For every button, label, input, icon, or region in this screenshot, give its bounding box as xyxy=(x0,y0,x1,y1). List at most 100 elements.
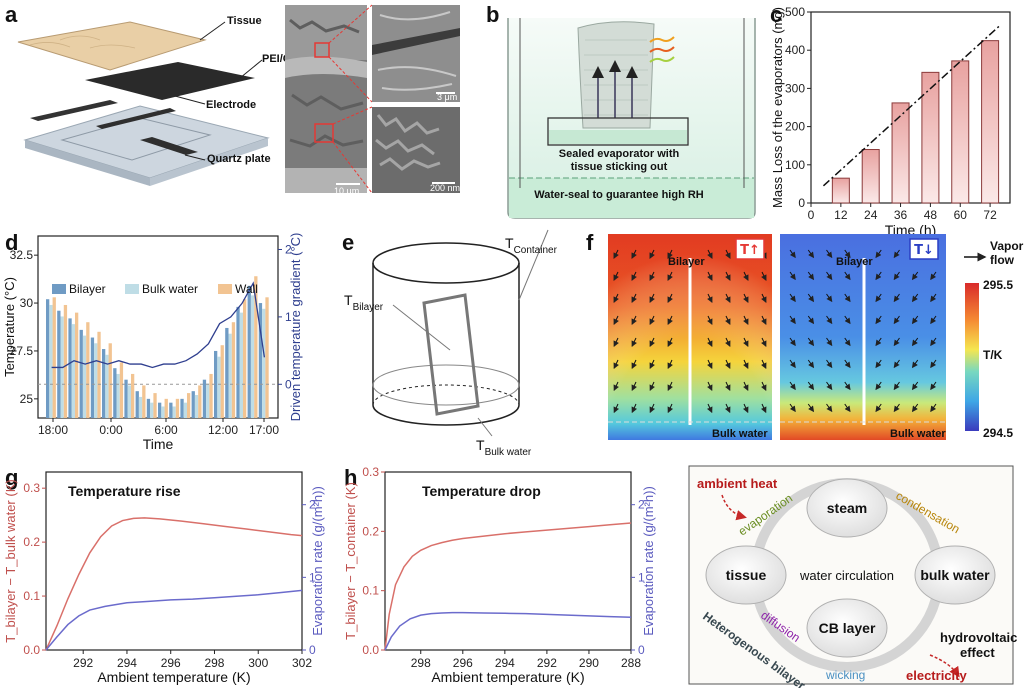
chart-h-series-left xyxy=(384,522,632,651)
vapor-arrow xyxy=(761,293,767,303)
label-water-circulation: water circulation xyxy=(799,568,894,583)
chart-h-y2tick-label: 0 xyxy=(638,643,645,657)
vapor-arrow xyxy=(789,315,796,325)
vapor-arrow xyxy=(789,403,796,413)
chart-d-bar xyxy=(172,406,176,418)
badge-up-text: T↑ xyxy=(740,243,760,258)
chart-d-ytick-label: 30 xyxy=(20,296,34,310)
chart-d-bar xyxy=(254,276,258,418)
vapor-arrow xyxy=(725,315,731,326)
chart-h-xtick-label: 290 xyxy=(579,656,599,670)
vapor-arrow xyxy=(725,271,731,281)
chart-d-bar xyxy=(52,297,56,418)
vapor-arrow xyxy=(807,315,815,325)
chart-d-bar xyxy=(250,295,255,418)
label-vapor: Vapor xyxy=(990,239,1024,253)
label-hydrovoltaic: hydrovoltaic xyxy=(940,630,1017,645)
chart-d-bar xyxy=(97,331,101,418)
vapor-arrow xyxy=(911,293,919,303)
vapor-arrow xyxy=(631,293,637,303)
container-top-ellipse xyxy=(372,242,520,284)
electrode-illustration xyxy=(30,100,118,121)
chart-h-ytick-label: 0.0 xyxy=(362,643,379,657)
panel-i: i steam tissue bulk water CB layer water… xyxy=(688,464,1017,688)
vapor-arrow xyxy=(826,293,833,303)
vapor-arrow xyxy=(724,359,731,370)
chart-g-series-left xyxy=(45,517,303,651)
label-effect: effect xyxy=(960,645,995,660)
chart-d-bar xyxy=(127,385,131,418)
chart-g-ytick-label: 0.1 xyxy=(23,589,40,603)
chart-d-bar xyxy=(198,385,202,418)
chart-d-y2tick-label: 2 xyxy=(285,242,292,256)
vapor-arrow xyxy=(807,359,815,369)
vapor-arrow xyxy=(930,359,937,369)
chart-d-legend-label: Wall xyxy=(235,282,258,296)
vapor-arrow xyxy=(807,337,815,347)
vapor-arrow xyxy=(789,381,796,391)
label-sealed-evaporator: Sealed evaporator with xyxy=(559,148,680,160)
vapor-arrow xyxy=(789,293,796,303)
label-bilayer-drop: Bilayer xyxy=(836,256,873,268)
chart-g-y2tick-label: 2 xyxy=(309,498,316,512)
panel-label-b: b xyxy=(486,2,499,27)
chart-d-legend-label: Bilayer xyxy=(69,282,106,296)
badge-temperature-rise xyxy=(735,238,765,260)
panel-label-f: f xyxy=(586,230,594,255)
vapor-arrow xyxy=(742,403,749,414)
chart-d-bar xyxy=(206,383,210,418)
chart-c-xtick-label: 12 xyxy=(834,208,848,222)
panel-f: f Bilayer Bilayer Bulk water Bulk water … xyxy=(586,230,1024,440)
vapor-arrow xyxy=(844,271,851,281)
vapor-arrow xyxy=(649,271,655,281)
vapor-arrow xyxy=(875,293,882,303)
chart-d-bar xyxy=(220,345,224,418)
chart-d-bar xyxy=(49,304,53,418)
vapor-arrow xyxy=(844,337,851,347)
chart-c-ytick-label: 100 xyxy=(785,158,805,172)
chart-c-ytick-label: 200 xyxy=(785,120,805,134)
vapor-arrow xyxy=(844,293,851,303)
vapor-arrow xyxy=(743,315,749,326)
vapor-arrow xyxy=(844,381,851,391)
vapor-arrow xyxy=(613,337,619,348)
vapor-arrow xyxy=(613,359,620,370)
chart-d-bar xyxy=(71,324,75,418)
vapor-arrow xyxy=(742,381,749,392)
chart-c-bar xyxy=(921,71,940,204)
vapor-arrow xyxy=(893,315,900,325)
panel-e: e TContainer TBilayer TBulk water xyxy=(342,229,558,458)
vapor-arrow xyxy=(875,381,882,391)
vapor-arrow xyxy=(725,249,731,259)
panel-label-a: a xyxy=(5,2,18,27)
chart-h-frame xyxy=(384,471,632,651)
vapor-arrow xyxy=(724,403,731,414)
chart-d-ytick-label: 27.5 xyxy=(10,344,34,358)
chart-g-ytick-label: 0.2 xyxy=(23,535,40,549)
chart-h: h 298 296 294 292 290 288 0.0 0.1 0.2 0.3 0 1 2 Tempe… xyxy=(343,465,656,685)
chart-d-bar xyxy=(183,402,187,418)
vapor-arrow xyxy=(667,403,674,414)
vapor-arrow xyxy=(893,403,900,413)
chart-c-xtick-label: 36 xyxy=(894,208,908,222)
chart-c-ylabel: Mass Loss of the evaporators (mg) xyxy=(770,7,785,208)
vapor-arrow xyxy=(631,359,638,370)
chart-c-xtick-label: 48 xyxy=(924,208,938,222)
chart-g-ytick-label: 0.3 xyxy=(23,481,40,495)
vapor-arrow xyxy=(930,315,937,325)
chart-d: d 25 27.5 30 32.5 0 1 2 18:00 0:00 6:00 12:00 17:00… xyxy=(2,230,303,452)
label-bulk-water-node: bulk water xyxy=(920,567,990,583)
chart-h-ylabel: T_bilayer − T_container (K) xyxy=(343,482,358,640)
vapor-arrow xyxy=(844,359,851,369)
vapor-arrow xyxy=(667,249,673,259)
chart-c-xtick-label: 0 xyxy=(808,208,815,222)
vapor-arrow xyxy=(826,315,833,325)
vapor-arrow xyxy=(631,337,637,348)
label-bulk-water-drop: Bulk water xyxy=(890,428,946,440)
pei-cb-layer-illustration xyxy=(85,62,255,100)
vapor-arrow xyxy=(724,381,731,392)
vapor-arrow xyxy=(911,315,919,325)
chart-d-bar xyxy=(262,308,266,418)
vapor-arrow xyxy=(760,359,767,370)
panel-label-h: h xyxy=(344,465,357,490)
